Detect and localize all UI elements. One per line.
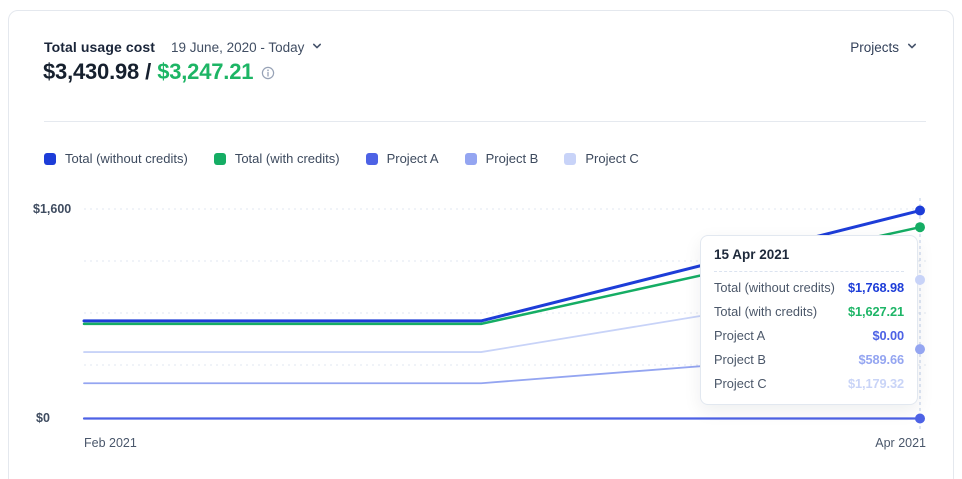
tooltip-row-label: Project B [714, 351, 766, 367]
projects-dropdown[interactable]: Projects [850, 40, 918, 55]
legend-item[interactable]: Project A [365, 151, 439, 166]
tooltip-date: 15 Apr 2021 [714, 247, 790, 262]
legend-label: Project B [485, 151, 539, 166]
tooltip-row-label: Project A [714, 327, 766, 343]
legend-item[interactable]: Project C [564, 151, 639, 166]
legend-swatch [564, 152, 577, 165]
tooltip-row-label: Total (with credits) [714, 303, 818, 319]
tooltip-row-value: $589.66 [858, 351, 904, 367]
legend-swatch [464, 152, 477, 165]
tooltip-row-label: Project C [714, 375, 767, 391]
legend-item[interactable]: Total (with credits) [213, 151, 340, 166]
tooltip-divider [714, 271, 904, 272]
legend-swatch [365, 152, 378, 165]
tooltip-rows: Total (without credits) $1,768.98 Total (w… [714, 275, 904, 395]
chevron-down-icon [311, 40, 323, 55]
legend-label: Project A [386, 151, 439, 166]
legend-swatch [44, 152, 56, 165]
date-range-value: 19 June, 2020 - Today [171, 39, 305, 55]
date-range-dropdown[interactable]: 19 June, 2020 - Today [171, 40, 323, 55]
tooltip-row: Project C $1,179.32 [714, 371, 904, 395]
chevron-down-icon [906, 40, 918, 55]
y-axis-tick-top: $1,600 [33, 202, 72, 216]
chart-legend: Total (without credits) Total (with credi… [44, 151, 639, 166]
info-icon[interactable] [261, 66, 275, 80]
legend-label: Total (without credits) [65, 151, 188, 166]
header-divider [44, 121, 926, 122]
legend-item[interactable]: Total (without credits) [44, 151, 188, 166]
page-title: Total usage cost [44, 39, 156, 55]
amount-without-credits: $3,430.98 [43, 59, 140, 84]
total-amounts: $3,430.98 / $3,247.21 [43, 59, 275, 85]
y-axis-tick-bottom: $0 [36, 411, 50, 425]
tooltip-row: Total (with credits) $1,627.21 [714, 299, 904, 323]
tooltip-row: Project A $0.00 [714, 323, 904, 347]
legend-label: Total (with credits) [234, 151, 340, 166]
legend-label: Project C [585, 151, 639, 166]
x-axis-tick-left: Feb 2021 [84, 436, 137, 450]
chart-tooltip: 15 Apr 2021 Total (without credits) $1,76… [700, 235, 918, 405]
tooltip-row-value: $0.00 [872, 327, 904, 343]
tooltip-row-label: Total (without credits) [714, 279, 835, 295]
legend-swatch [213, 152, 226, 165]
projects-dropdown-label: Projects [850, 39, 899, 55]
legend-item[interactable]: Project B [464, 151, 539, 166]
x-axis-tick-right: Apr 2021 [875, 436, 926, 450]
tooltip-row: Total (without credits) $1,768.98 [714, 275, 904, 299]
amount-with-credits: $3,247.21 [157, 59, 254, 84]
tooltip-row: Project B $589.66 [714, 347, 904, 371]
tooltip-row-value: $1,627.21 [847, 303, 904, 319]
tooltip-row-value: $1,179.32 [847, 375, 904, 391]
card-header: Total usage cost 19 June, 2020 - Today P… [44, 37, 918, 57]
tooltip-row-value: $1,768.98 [847, 279, 904, 295]
amount-separator: / [145, 59, 152, 84]
